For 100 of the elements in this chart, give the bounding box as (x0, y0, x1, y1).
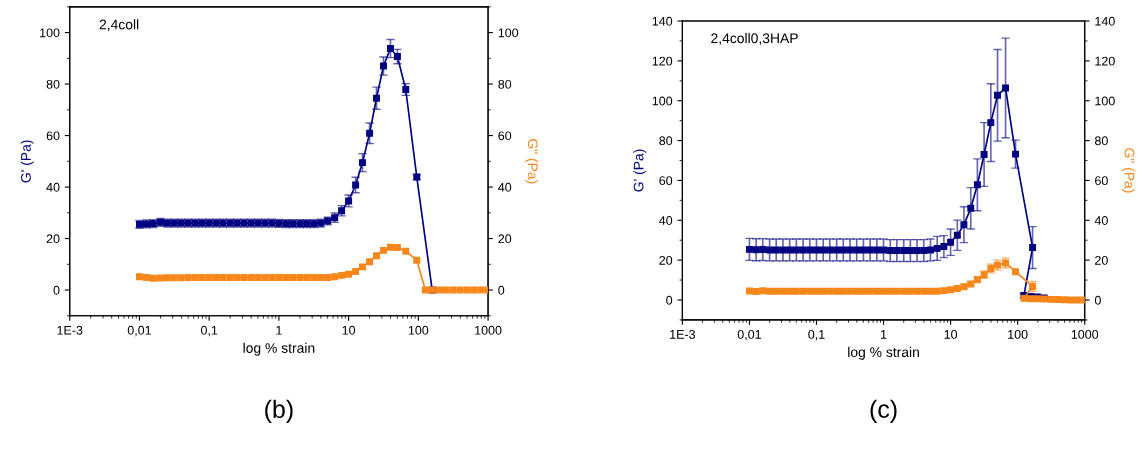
point (766, 287, 774, 295)
point (191, 273, 199, 281)
point (402, 86, 410, 93)
point (900, 247, 908, 255)
point (792, 287, 800, 295)
point (806, 287, 814, 295)
point (219, 273, 227, 281)
point (205, 273, 213, 281)
point (1067, 296, 1075, 304)
x-tick-label: 100 (1008, 329, 1028, 339)
point (331, 273, 339, 281)
point (198, 273, 206, 281)
point (839, 287, 847, 295)
point (813, 246, 820, 254)
point (156, 274, 164, 282)
point (819, 246, 827, 254)
point (973, 181, 981, 189)
point (987, 119, 995, 127)
x-tick-label: 0,1 (200, 325, 218, 337)
point (149, 274, 157, 282)
point (880, 287, 888, 295)
y-tick-label: 60 (46, 131, 60, 141)
point (358, 159, 366, 167)
y-tick-label: 120 (652, 56, 673, 66)
y-tick-label: 100 (652, 96, 673, 106)
point (163, 274, 171, 282)
point (1002, 84, 1010, 92)
point (261, 273, 269, 281)
x-tick-label: 0,1 (808, 329, 825, 341)
x-tick-label: 1 (276, 325, 282, 335)
point (142, 273, 150, 281)
annotation: 2,4coll0,3HAP (711, 32, 798, 45)
point (933, 287, 941, 295)
point (240, 273, 248, 281)
x-tick-label: 1E-3 (57, 325, 83, 335)
point (779, 287, 787, 295)
y-tick-label: 40 (46, 182, 60, 192)
point (393, 53, 401, 61)
point (373, 252, 380, 260)
point (247, 273, 255, 281)
point (806, 246, 814, 254)
point (792, 246, 800, 254)
point (1047, 295, 1055, 303)
point (358, 263, 366, 271)
point (940, 243, 948, 251)
point (296, 273, 304, 281)
y-tick-label: 0 (666, 295, 673, 305)
point (177, 274, 185, 282)
point (254, 273, 262, 281)
y-tick-label: 20 (659, 255, 673, 265)
point (289, 273, 297, 281)
point (393, 244, 401, 252)
y2-tick-label: 80 (1094, 136, 1108, 146)
text: (c) (870, 399, 897, 423)
x-tick-label: 10 (342, 325, 356, 335)
x-tick-label: 100 (408, 325, 429, 335)
point (1073, 296, 1081, 304)
point (1054, 296, 1062, 304)
y-axis-title: G' (Pa) (633, 149, 647, 192)
point (379, 62, 387, 70)
y2-tick-label: 100 (498, 28, 519, 38)
point (1061, 296, 1068, 304)
point (873, 246, 881, 254)
point (926, 246, 934, 254)
point (813, 287, 820, 295)
y2-tick-label: 100 (1095, 96, 1115, 106)
point (170, 274, 178, 282)
y-tick-label: 60 (659, 176, 673, 186)
y-tick-label: 80 (46, 79, 60, 89)
y2-tick-label: 0 (1094, 295, 1101, 305)
point (352, 181, 360, 189)
y2-tick-label: 60 (498, 131, 512, 141)
point (826, 246, 834, 254)
point (873, 287, 881, 295)
point (310, 273, 318, 281)
point (275, 273, 283, 281)
point (913, 287, 921, 295)
point (866, 246, 874, 254)
point (906, 247, 914, 255)
point (947, 286, 955, 294)
point (366, 258, 374, 266)
point (772, 287, 780, 295)
point (886, 247, 894, 255)
point (772, 246, 780, 254)
point (282, 273, 290, 281)
point (373, 94, 380, 102)
point (906, 287, 914, 295)
point (980, 151, 988, 158)
x-tick-label: 0,01 (127, 325, 151, 337)
y2-tick-label: 40 (1094, 216, 1108, 225)
point (799, 246, 807, 254)
point (819, 287, 827, 295)
point (303, 273, 311, 281)
point (953, 284, 961, 292)
text: (b) (265, 399, 293, 423)
point (853, 246, 861, 254)
y2-tick-label: 60 (1095, 176, 1108, 186)
point (786, 287, 794, 295)
point (745, 287, 753, 295)
point (839, 246, 847, 254)
